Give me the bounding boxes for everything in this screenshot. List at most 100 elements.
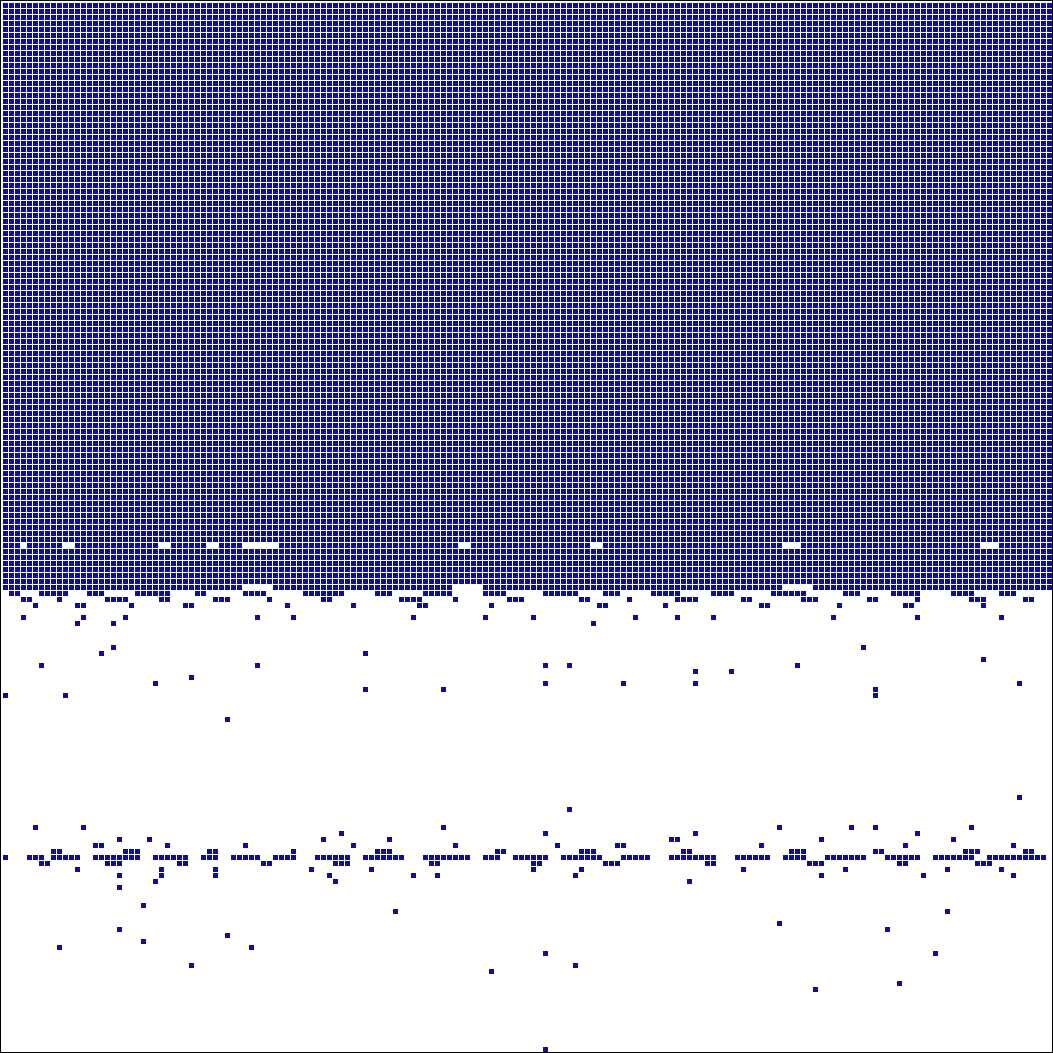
- cell[interactable]: [315, 3, 320, 8]
- cell[interactable]: [741, 63, 746, 68]
- cell[interactable]: [291, 129, 296, 134]
- cell[interactable]: [189, 3, 194, 8]
- cell[interactable]: [909, 87, 914, 92]
- cell[interactable]: [159, 129, 164, 134]
- cell[interactable]: [153, 165, 158, 170]
- cell[interactable]: [957, 57, 962, 62]
- cell[interactable]: [621, 39, 626, 44]
- cell[interactable]: [891, 87, 896, 92]
- cell[interactable]: [351, 111, 356, 116]
- cell[interactable]: [243, 21, 248, 26]
- cell[interactable]: [933, 27, 938, 32]
- cell[interactable]: [711, 21, 716, 26]
- cell[interactable]: [615, 135, 620, 140]
- cell[interactable]: [621, 69, 626, 74]
- cell[interactable]: [975, 165, 980, 170]
- cell[interactable]: [213, 147, 218, 152]
- cell[interactable]: [243, 27, 248, 32]
- cell[interactable]: [897, 99, 902, 104]
- cell[interactable]: [477, 39, 482, 44]
- cell[interactable]: [981, 39, 986, 44]
- cell[interactable]: [579, 123, 584, 128]
- cell[interactable]: [261, 21, 266, 26]
- cell[interactable]: [141, 111, 146, 116]
- cell[interactable]: [285, 153, 290, 158]
- cell[interactable]: [717, 147, 722, 152]
- cell[interactable]: [933, 57, 938, 62]
- cell[interactable]: [675, 45, 680, 50]
- cell[interactable]: [753, 99, 758, 104]
- cell[interactable]: [903, 111, 908, 116]
- cell[interactable]: [783, 33, 788, 38]
- cell[interactable]: [819, 3, 824, 8]
- cell[interactable]: [525, 93, 530, 98]
- cell[interactable]: [519, 63, 524, 68]
- cell[interactable]: [945, 57, 950, 62]
- cell[interactable]: [843, 45, 848, 50]
- cell[interactable]: [939, 87, 944, 92]
- cell[interactable]: [285, 117, 290, 122]
- cell[interactable]: [123, 99, 128, 104]
- cell[interactable]: [189, 15, 194, 20]
- cell[interactable]: [303, 15, 308, 20]
- cell[interactable]: [453, 165, 458, 170]
- cell[interactable]: [93, 57, 98, 62]
- cell[interactable]: [9, 63, 14, 68]
- cell[interactable]: [429, 75, 434, 80]
- cell[interactable]: [507, 99, 512, 104]
- cell[interactable]: [237, 63, 242, 68]
- cell[interactable]: [363, 129, 368, 134]
- cell[interactable]: [441, 15, 446, 20]
- cell[interactable]: [465, 99, 470, 104]
- cell[interactable]: [123, 21, 128, 26]
- cell[interactable]: [711, 141, 716, 146]
- cell[interactable]: [273, 69, 278, 74]
- cell[interactable]: [69, 75, 74, 80]
- cell[interactable]: [339, 75, 344, 80]
- cell[interactable]: [975, 87, 980, 92]
- cell[interactable]: [63, 171, 68, 176]
- cell[interactable]: [861, 135, 866, 140]
- cell[interactable]: [237, 93, 242, 98]
- cell[interactable]: [1005, 57, 1010, 62]
- cell[interactable]: [303, 111, 308, 116]
- cell[interactable]: [489, 147, 494, 152]
- cell[interactable]: [753, 165, 758, 170]
- cell[interactable]: [783, 93, 788, 98]
- cell[interactable]: [15, 111, 20, 116]
- cell[interactable]: [807, 117, 812, 122]
- cell[interactable]: [597, 99, 602, 104]
- cell[interactable]: [279, 27, 284, 32]
- cell[interactable]: [333, 39, 338, 44]
- cell[interactable]: [495, 99, 500, 104]
- cell[interactable]: [339, 111, 344, 116]
- cell[interactable]: [651, 159, 656, 164]
- cell[interactable]: [357, 33, 362, 38]
- cell[interactable]: [651, 63, 656, 68]
- cell[interactable]: [549, 87, 554, 92]
- cell[interactable]: [447, 99, 452, 104]
- cell[interactable]: [525, 51, 530, 56]
- cell[interactable]: [795, 87, 800, 92]
- cell[interactable]: [639, 3, 644, 8]
- cell[interactable]: [771, 33, 776, 38]
- cell[interactable]: [219, 141, 224, 146]
- cell[interactable]: [693, 129, 698, 134]
- cell[interactable]: [225, 45, 230, 50]
- cell[interactable]: [45, 171, 50, 176]
- cell[interactable]: [285, 99, 290, 104]
- cell[interactable]: [855, 129, 860, 134]
- cell[interactable]: [843, 135, 848, 140]
- cell[interactable]: [9, 9, 14, 14]
- cell[interactable]: [225, 147, 230, 152]
- cell[interactable]: [543, 51, 548, 56]
- cell[interactable]: [273, 129, 278, 134]
- cell[interactable]: [123, 33, 128, 38]
- cell[interactable]: [381, 27, 386, 32]
- cell[interactable]: [423, 15, 428, 20]
- cell[interactable]: [45, 3, 50, 8]
- cell[interactable]: [531, 111, 536, 116]
- cell[interactable]: [783, 27, 788, 32]
- cell[interactable]: [765, 57, 770, 62]
- cell[interactable]: [495, 117, 500, 122]
